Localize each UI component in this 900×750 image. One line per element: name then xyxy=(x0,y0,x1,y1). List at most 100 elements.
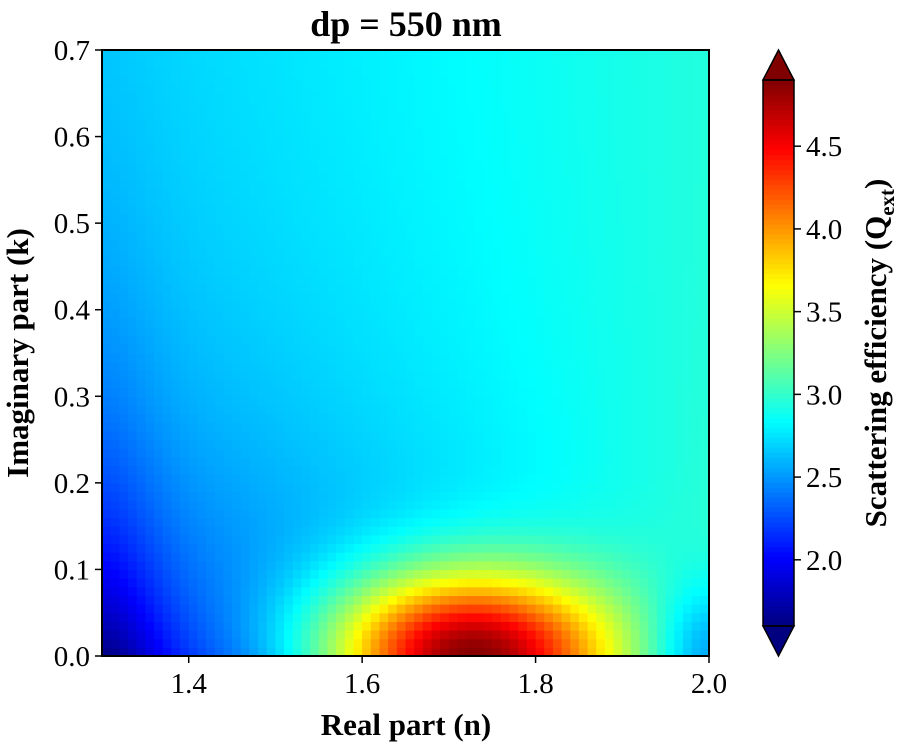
heatmap-cell xyxy=(284,543,294,553)
heatmap-cell xyxy=(587,456,597,467)
heatmap-cell xyxy=(154,361,164,371)
plot-frame xyxy=(101,49,710,657)
heatmap-cell xyxy=(414,456,424,467)
heatmap-cell xyxy=(275,162,285,172)
heatmap-cell xyxy=(509,327,519,337)
heatmap-cell xyxy=(214,353,224,363)
heatmap-cell xyxy=(388,482,398,493)
heatmap-cell xyxy=(630,197,641,207)
heatmap-cell xyxy=(188,526,198,536)
heatmap-cell xyxy=(284,508,294,519)
heatmap-cell xyxy=(500,50,511,60)
heatmap-cell xyxy=(570,586,580,596)
heatmap-cell xyxy=(197,327,207,337)
colorbar-segment xyxy=(763,377,794,384)
heatmap-cell xyxy=(362,127,372,138)
heatmap-cell xyxy=(353,647,363,657)
heatmap-cell xyxy=(154,101,164,112)
heatmap-cell xyxy=(258,534,268,545)
heatmap-cell xyxy=(518,335,528,345)
heatmap-cell xyxy=(691,604,701,614)
heatmap-cell xyxy=(223,413,233,423)
heatmap-cell xyxy=(552,500,563,510)
heatmap-cell xyxy=(275,93,285,103)
heatmap-cell xyxy=(422,344,433,354)
heatmap-cell xyxy=(526,318,537,328)
heatmap-cell xyxy=(249,171,259,181)
heatmap-cell xyxy=(102,560,112,571)
heatmap-cell xyxy=(318,638,329,648)
heatmap-cell xyxy=(188,430,198,441)
heatmap-cell xyxy=(344,188,355,198)
heatmap-cell xyxy=(362,197,372,207)
heatmap-cell xyxy=(206,162,216,172)
heatmap-cell xyxy=(232,266,242,276)
heatmap-cell xyxy=(370,84,381,94)
heatmap-cell xyxy=(648,292,658,302)
heatmap-cell xyxy=(249,595,259,605)
heatmap-cell xyxy=(197,309,207,319)
heatmap-cell xyxy=(301,249,311,259)
heatmap-cell xyxy=(578,136,589,146)
heatmap-cell xyxy=(214,75,224,86)
heatmap-cell xyxy=(275,378,285,389)
heatmap-cell xyxy=(552,231,563,242)
heatmap-cell xyxy=(310,560,320,571)
heatmap-cell xyxy=(362,309,372,319)
heatmap-cell xyxy=(492,301,502,311)
heatmap-cell xyxy=(249,387,259,397)
heatmap-cell xyxy=(448,604,459,614)
heatmap-cell xyxy=(448,145,459,155)
heatmap-cell xyxy=(370,560,381,571)
heatmap-cell xyxy=(509,430,519,441)
heatmap-cell xyxy=(162,456,172,467)
heatmap-cell xyxy=(691,430,701,441)
heatmap-cell xyxy=(622,439,632,449)
heatmap-cell xyxy=(457,621,467,631)
heatmap-cell xyxy=(691,275,701,285)
heatmap-cell xyxy=(266,101,277,112)
heatmap-cell xyxy=(414,552,424,562)
heatmap-cell xyxy=(102,413,112,423)
heatmap-cell xyxy=(682,223,693,233)
heatmap-cell xyxy=(240,448,251,458)
heatmap-cell xyxy=(405,344,415,354)
heatmap-cell xyxy=(318,456,329,467)
heatmap-cell xyxy=(613,482,623,493)
heatmap-cell xyxy=(561,231,571,242)
heatmap-cell xyxy=(188,404,198,415)
heatmap-cell xyxy=(665,630,675,640)
heatmap-cell xyxy=(509,638,519,648)
heatmap-cell xyxy=(249,292,259,302)
heatmap-cell xyxy=(587,474,597,484)
heatmap-cell xyxy=(284,101,294,112)
heatmap-cell xyxy=(310,50,320,60)
heatmap-cell xyxy=(665,75,675,86)
heatmap-cell xyxy=(180,361,190,371)
heatmap-cell xyxy=(552,179,563,190)
heatmap-cell xyxy=(604,552,615,562)
heatmap-cell xyxy=(318,335,329,345)
heatmap-cell xyxy=(570,67,580,77)
heatmap-cell xyxy=(483,517,493,527)
heatmap-cell xyxy=(336,396,346,406)
heatmap-cell xyxy=(405,387,415,397)
heatmap-cell xyxy=(188,335,198,345)
heatmap-cell xyxy=(466,482,476,493)
heatmap-cell xyxy=(266,240,277,250)
heatmap-cell xyxy=(483,335,493,345)
heatmap-cell xyxy=(587,353,597,363)
heatmap-cell xyxy=(570,647,580,657)
heatmap-cell xyxy=(570,223,580,233)
heatmap-cell xyxy=(396,249,407,259)
heatmap-cell xyxy=(379,508,389,519)
heatmap-cell xyxy=(422,205,433,216)
heatmap-cell xyxy=(145,223,155,233)
heatmap-cell xyxy=(206,93,216,103)
heatmap-cell xyxy=(509,188,519,198)
heatmap-cell xyxy=(448,491,459,501)
heatmap-cell xyxy=(431,301,441,311)
heatmap-cell xyxy=(630,162,641,172)
heatmap-cell xyxy=(682,162,693,172)
heatmap-cell xyxy=(128,430,138,441)
